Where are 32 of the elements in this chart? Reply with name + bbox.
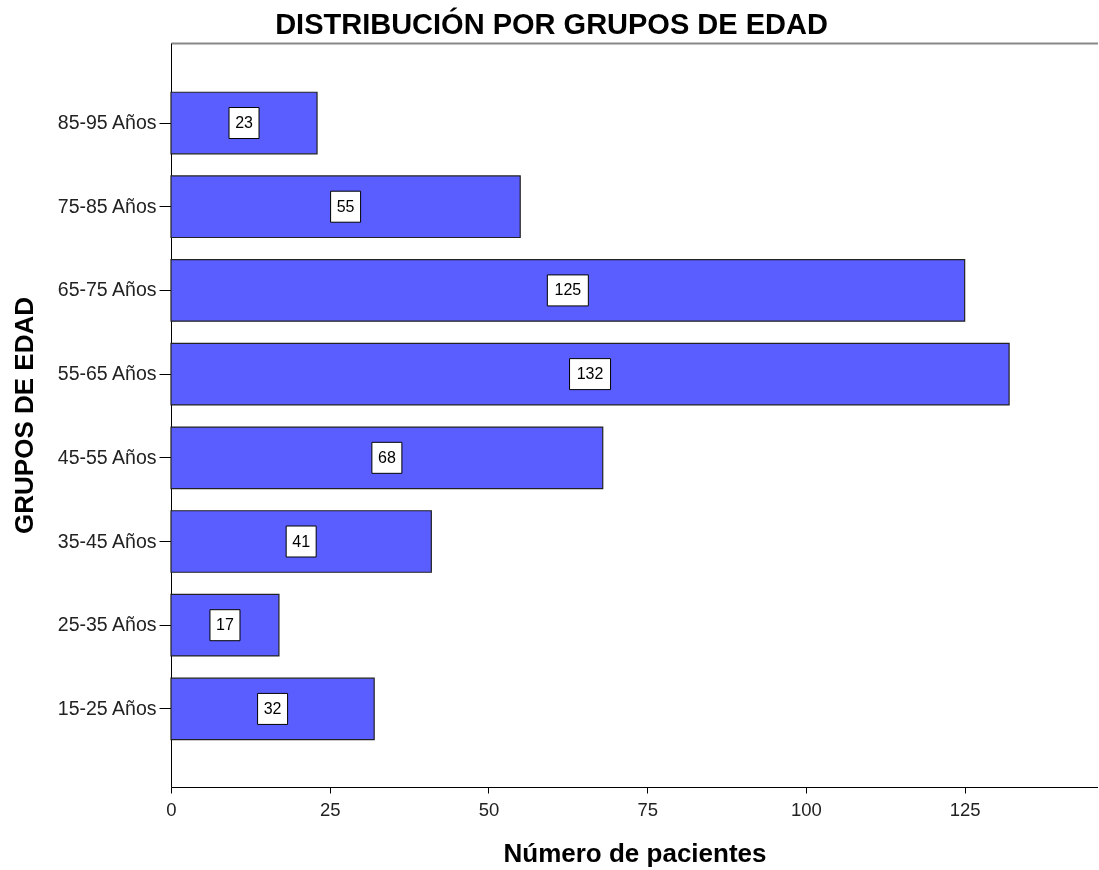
x-tick-label: 75 [637,798,658,820]
bar [170,426,604,490]
data-label: 55 [336,197,355,215]
x-tick-label: 125 [949,798,981,820]
data-label: 125 [554,281,582,299]
data-label: 41 [292,532,311,550]
data-label: 17 [216,616,234,634]
y-tick-label: 65-75 Años [57,278,157,301]
x-axis-title: Número de pacientes [503,838,767,868]
y-tick-label: 85-95 Años [57,111,157,134]
bar [170,677,375,741]
data-label: 23 [235,114,254,132]
data-label: 32 [263,699,282,717]
bar [170,510,432,573]
y-tick-label: 75-85 Años [57,194,157,217]
data-label: 132 [576,365,604,383]
y-tick-label: 35-45 Años [57,529,157,552]
y-axis-title: GRUPOS DE EDAD [8,297,39,534]
y-tick-label: 45-55 Años [57,445,157,468]
bar [170,259,966,322]
bar [170,342,1010,406]
chart-title: DISTRIBUCIÓN POR GRUPOS DE EDAD [275,7,828,40]
x-tick-label: 0 [166,798,177,820]
x-tick-label: 50 [478,798,500,820]
y-tick-label: 55-65 Años [57,362,157,385]
x-tick-label: 100 [790,798,822,820]
bar [170,175,521,239]
y-tick-label: 15-25 Años [57,696,157,719]
x-tick-label: 25 [319,798,341,820]
y-tick-label: 25-35 Años [57,613,157,636]
data-label: 68 [377,448,396,466]
bar [170,91,318,155]
